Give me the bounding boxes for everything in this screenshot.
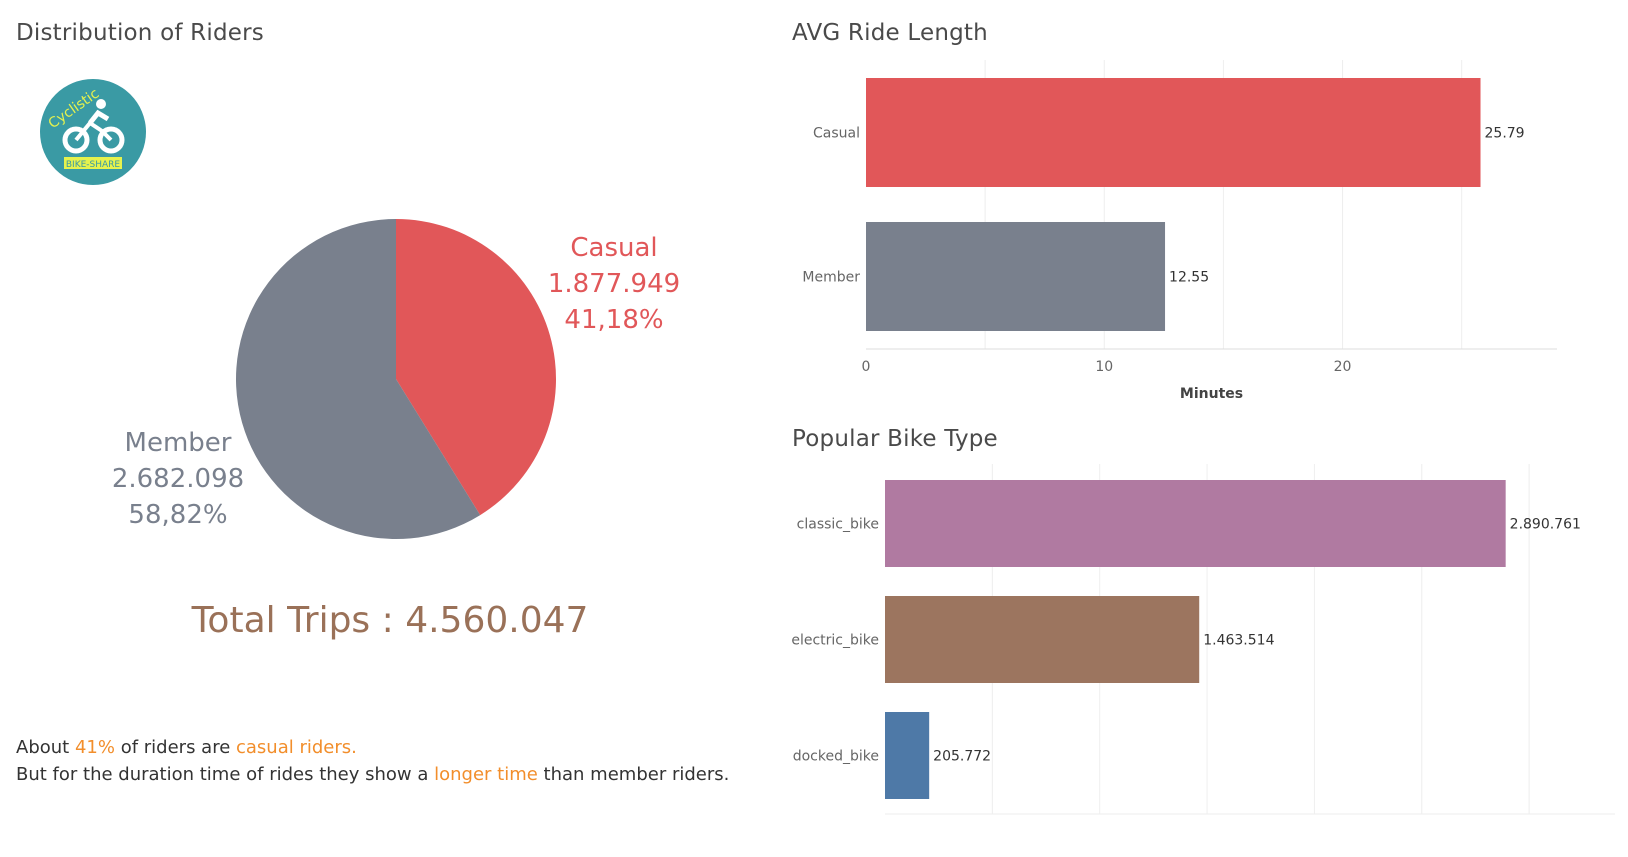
cyclistic-logo: Cyclistic BIKE-SHARE [40, 79, 146, 185]
bike-category-label: classic_bike [797, 517, 879, 533]
pie-label-casual-value: 1.877.949 [548, 269, 680, 299]
riders-pie-chart: Casual 1.877.949 41,18% Member 2.682.098 58,8… [112, 219, 680, 539]
bike-category-label: electric_bike [791, 633, 879, 649]
bike-value-label: 2.890.761 [1510, 517, 1581, 533]
avg-ride-length-chart: Casual 25.79 Member 12.55 0 10 20 Minutes [802, 60, 1557, 402]
pie-label-member-percent: 58,82% [128, 500, 227, 530]
pie-label-casual-percent: 41,18% [564, 305, 663, 335]
avg-bar-casual [866, 78, 1481, 187]
popular-bike-type-title: Popular Bike Type [792, 426, 998, 452]
cyclist-icon [62, 109, 125, 154]
bike-bar-docked-bike [885, 712, 930, 799]
summary-highlight: casual riders. [236, 737, 357, 758]
summary-line-1: About 41% of riders are casual riders. [16, 734, 729, 761]
avg-category-label: Casual [813, 126, 860, 142]
summary-text-part: About [16, 737, 75, 758]
popular-bike-type-chart: classic_bike 2.890.761 electric_bike 1.463.… [791, 464, 1615, 815]
bike-value-label: 205.772 [933, 749, 991, 765]
bike-bar-classic-bike [885, 480, 1506, 567]
logo-text-bottom: BIKE-SHARE [66, 160, 121, 170]
summary-line-2: But for the duration time of rides they … [16, 761, 729, 788]
bike-bar-electric-bike [885, 596, 1200, 683]
summary-text: About 41% of riders are casual riders. B… [16, 734, 729, 788]
avg-x-tick-label: 20 [1334, 359, 1352, 375]
summary-text-part: than member riders. [537, 764, 730, 785]
avg-value-label: 12.55 [1169, 270, 1209, 286]
pie-label-casual-name: Casual [570, 233, 657, 263]
summary-highlight: 41% [74, 737, 115, 758]
avg-category-label: Member [802, 270, 860, 286]
pie-label-member-name: Member [125, 428, 232, 458]
summary-text-part: But for the duration time of rides they … [16, 764, 435, 785]
avg-x-tick-label: 10 [1095, 359, 1113, 375]
avg-value-label: 25.79 [1485, 126, 1525, 142]
bike-value-label: 1.463.514 [1203, 633, 1274, 649]
pie-slice-casual [396, 219, 556, 516]
avg-x-axis-title: Minutes [1180, 386, 1243, 402]
summary-text-part: of riders are [114, 737, 236, 758]
avg-x-tick-label: 0 [862, 359, 871, 375]
avg-bar-member [866, 222, 1166, 331]
bike-category-label: docked_bike [793, 749, 879, 765]
pie-slice-member [236, 219, 481, 539]
pie-label-member-value: 2.682.098 [112, 464, 244, 494]
summary-highlight: longer time [434, 764, 538, 785]
total-trips-label: Total Trips : 4.560.047 [191, 600, 589, 641]
riders-distribution-title: Distribution of Riders [16, 20, 264, 46]
avg-ride-length-title: AVG Ride Length [792, 20, 988, 46]
